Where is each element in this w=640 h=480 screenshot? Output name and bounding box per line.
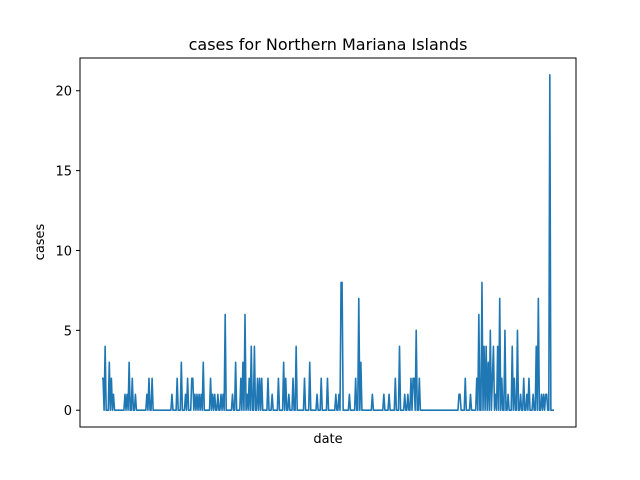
y-axis-label: cases [33, 223, 48, 260]
plot-frame [79, 57, 577, 428]
y-axis-ticks: 0 5 10 15 20 [55, 85, 80, 419]
y-tick-label: 0 [64, 404, 72, 419]
plot-area [80, 58, 576, 427]
series-layer [102, 73, 554, 412]
series-line-cases [102, 73, 554, 412]
y-tick-label: 10 [55, 244, 72, 259]
chart-title: cases for Northern Mariana Islands [189, 35, 468, 54]
x-axis-label: date [313, 432, 342, 447]
y-tick-label: 20 [55, 85, 72, 100]
y-tick-label: 15 [55, 165, 72, 180]
y-tick-label: 5 [64, 324, 72, 339]
